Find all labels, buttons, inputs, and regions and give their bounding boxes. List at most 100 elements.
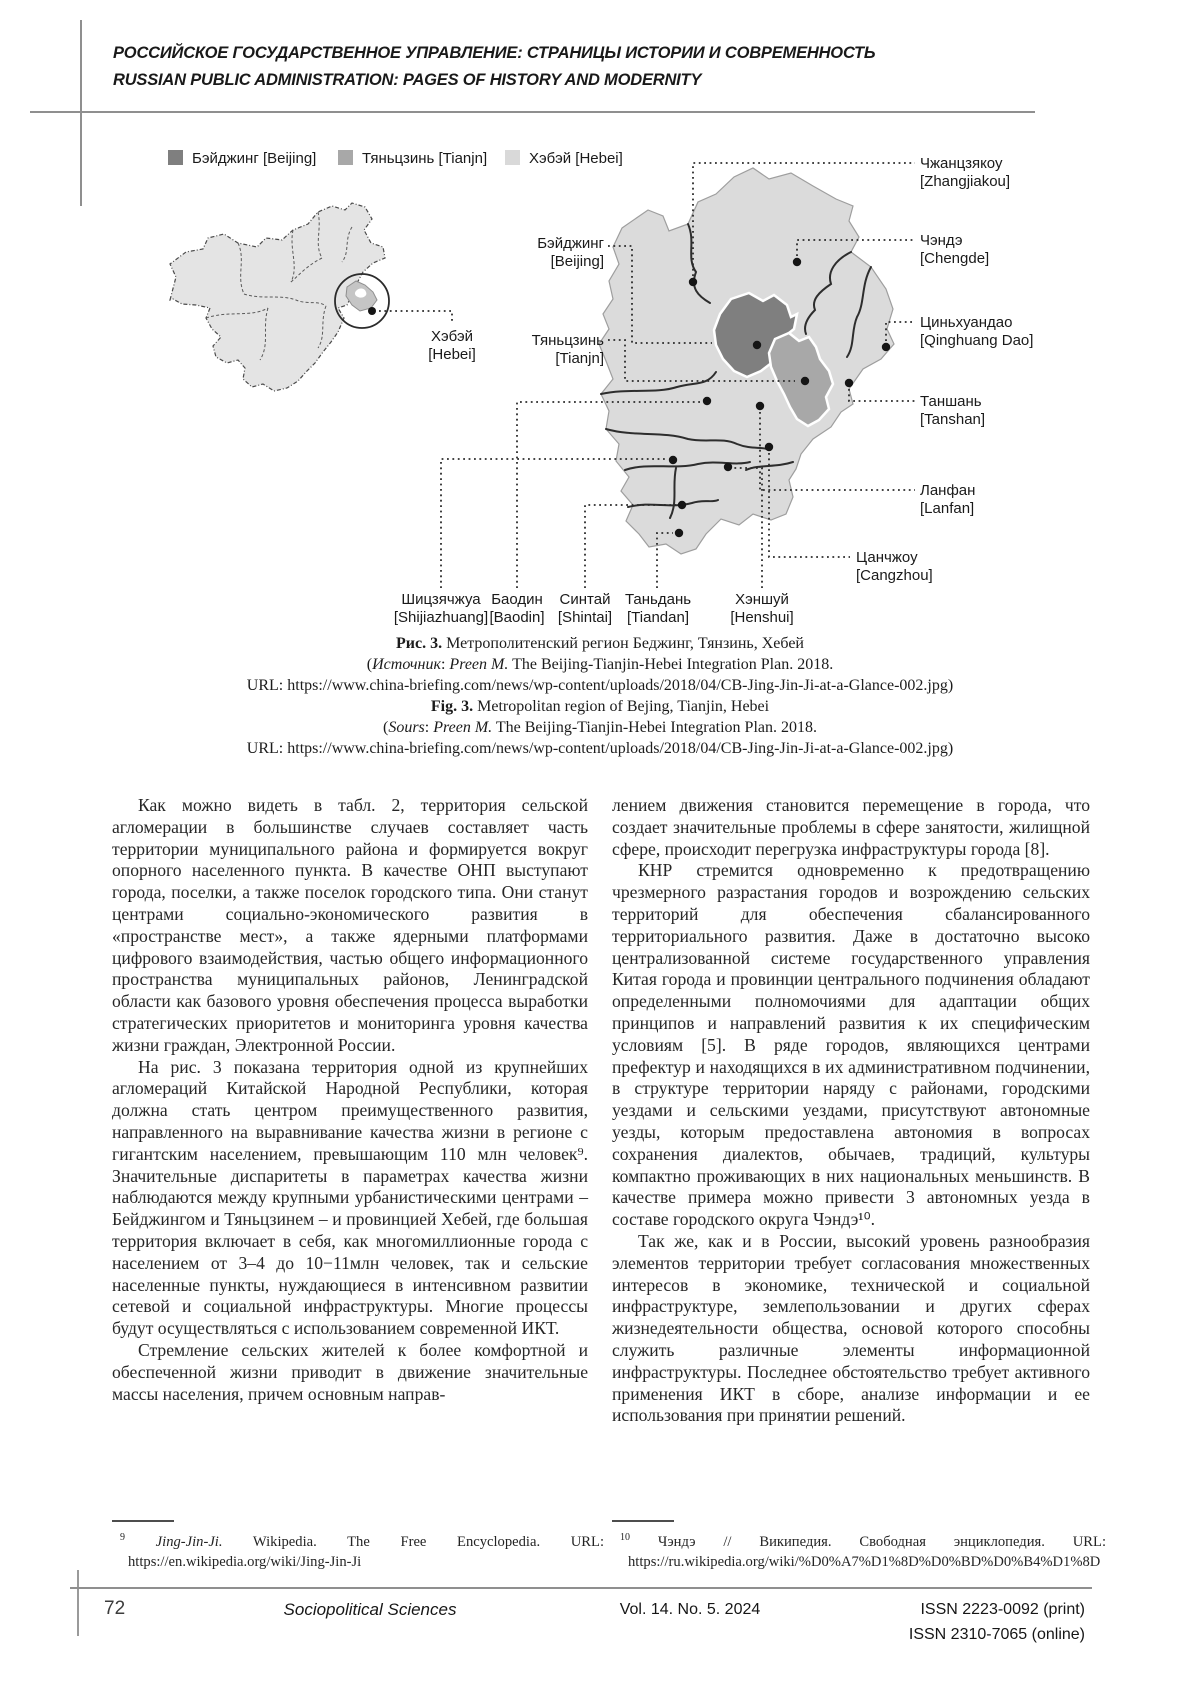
leader-shintai [584, 504, 676, 588]
leader-henshui [734, 467, 763, 588]
label-beijing-2: [Beijing] [551, 253, 604, 270]
label-cangzhou-1: Цанчжоу [856, 549, 918, 566]
label-shijiazhuang-2: [Shijiazhuang] [394, 609, 488, 626]
label-tianjin-2: [Tianjn] [555, 350, 604, 367]
margin-mark-bottom [77, 1570, 79, 1636]
dot-beijing [752, 340, 762, 350]
running-head: РОССИЙСКОЕ ГОСУДАРСТВЕННОЕ УПРАВЛЕНИЕ: С… [113, 40, 1073, 94]
label-baodin-2: [Baodin] [489, 609, 544, 626]
inset-highlight-circle [334, 273, 390, 329]
paragraph-l1: Как можно видеть в табл. 2, территория с… [112, 795, 588, 1055]
body-column-left: Как можно видеть в табл. 2, территория с… [112, 795, 588, 1405]
dot-zhangjiakou [688, 277, 698, 287]
label-cangzhou-2: [Cangzhou] [856, 567, 933, 584]
running-head-en: RUSSIAN PUBLIC ADMINISTRATION: PAGES OF … [113, 71, 702, 89]
hebei-region [598, 167, 895, 555]
label-lanfan-1: Ланфан [920, 482, 975, 499]
prefecture-borders [600, 223, 872, 519]
margin-mark-top [80, 20, 82, 206]
paragraph-l2: На рис. 3 показана территория одной из к… [112, 1056, 588, 1339]
label-tiandan-2: [Tiandan] [627, 609, 689, 626]
china-province-borders [205, 211, 353, 361]
leader-chengde [796, 239, 915, 256]
caption-ru-url: URL: https://www.china-briefing.com/news… [246, 677, 954, 694]
footnote-10-text: Чэндэ // Википедия. Свободная энциклопед… [628, 1533, 1106, 1571]
beijing-region [712, 291, 799, 379]
inset-beijing-patch [354, 288, 367, 298]
jingjinji-map: Бэйджинг [Beijing] Тяньцзинь [Tianjn] Чж… [394, 155, 1034, 626]
leader-tiandan [656, 532, 673, 588]
journal-title: Sociopolitical Sciences [283, 1600, 457, 1619]
leader-beijing [608, 245, 712, 344]
caption-ru-title-text: Метрополитенский регион Беджинг, Тянзинь… [442, 635, 804, 652]
label-shijiazhuang-1: Шицзячжуа [401, 591, 481, 608]
legend-label-beijing: Бэйджинг [Beijing] [192, 150, 316, 167]
footnote-9-lead: Jing-Jin-Ji. [155, 1533, 223, 1550]
legend-swatch-hebei [505, 150, 520, 165]
label-qinghuangdao-2: [Qinghuang Dao] [920, 332, 1033, 349]
paragraph-l3: Стремление сельских жителей к более комф… [112, 1339, 588, 1404]
footnote-9-text: Wikipedia. The Free Encyclopedia. URL: h… [128, 1533, 604, 1571]
paragraph-r1: лением движения становится перемещение в… [612, 795, 1090, 859]
label-beijing-1: Бэйджинг [537, 235, 604, 252]
leader-cangzhou [768, 453, 850, 558]
dot-baodin [702, 396, 712, 406]
header-rule [30, 111, 1035, 113]
figure-caption: Рис. 3. Метрополитенский регион Беджинг,… [100, 633, 1100, 759]
issn-block: ISSN 2223-0092 (print) ISSN 2310-7065 (o… [835, 1597, 1085, 1647]
label-lanfan-2: [Lanfan] [920, 500, 974, 517]
map-legend: Бэйджинг [Beijing] Тяньцзинь [Tianjn] Хэ… [168, 150, 623, 167]
map-figure: Бэйджинг [Beijing] Тяньцзинь [Tianjn] Хэ… [168, 150, 1034, 626]
footnote-9-marker: 9 [120, 1532, 125, 1543]
dot-shijiazhuang [668, 455, 678, 465]
leader-lines [440, 162, 915, 588]
issn-print: ISSN 2223-0092 (print) [920, 1601, 1085, 1618]
dot-qinghuangdao [881, 342, 891, 352]
footnote-separator-right [612, 1520, 674, 1522]
legend-label-tianjin: Тяньцзинь [Tianjn] [362, 150, 487, 167]
caption-ru-source: (Источник: Preen M. The Beijing-Tianjin-… [100, 654, 1100, 675]
inset-region-jingjinji [345, 280, 378, 312]
body-column-right: лением движения становится перемещение в… [612, 795, 1090, 1427]
legend-swatch-tianjin [338, 150, 353, 165]
leader-tanshan [848, 389, 915, 402]
leader-shijiazhuang [440, 458, 667, 588]
label-zhangjiakou-2: [Zhangjiakou] [920, 173, 1010, 190]
running-head-ru: РОССИЙСКОЕ ГОСУДАРСТВЕННОЕ УПРАВЛЕНИЕ: С… [113, 44, 876, 62]
legend-label-hebei: Хэбэй [Hebei] [529, 150, 623, 167]
caption-colon: : [440, 656, 450, 673]
legend-swatch-beijing [168, 150, 183, 165]
tianjin-region [767, 331, 835, 428]
label-chengde-2: [Chengde] [920, 250, 989, 267]
dot-chengde [792, 257, 802, 267]
dot-tianjin [800, 376, 810, 386]
china-inset-map: Хэбэй [Hebei] [169, 202, 476, 392]
caption-ru-title: Рис. 3. Метрополитенский регион Беджинг,… [100, 633, 1100, 654]
inset-leader-line [379, 310, 453, 322]
label-henshui-2: [Henshui] [730, 609, 793, 626]
caption-en-fig-number: Fig. 3. [430, 698, 474, 715]
page-number: 72 [104, 1598, 126, 1619]
label-qinghuangdao-1: Циньхуандао [920, 314, 1012, 331]
caption-source-rest-en: The Beijing-Tianjin-Hebei Integration Pl… [492, 719, 817, 736]
caption-source-rest: The Beijing-Tianjin-Hebei Integration Pl… [508, 656, 834, 673]
caption-en-source-word: Sours [388, 719, 425, 736]
caption-ru-source-word: Источник [372, 656, 441, 673]
caption-paren: ( [366, 656, 373, 673]
footnote-9: 9 Jing-Jin-Ji. Wikipedia. The Free Encyc… [112, 1528, 604, 1573]
caption-author: Preen M. [449, 656, 509, 673]
leader-baodin [516, 401, 701, 588]
label-tanshan-2: [Tanshan] [920, 411, 985, 428]
label-shintai-1: Синтай [560, 591, 611, 608]
caption-author-en: Preen M. [433, 719, 493, 736]
dot-lanfan [755, 401, 765, 411]
volume-info: Vol. 14. No. 5. 2024 [619, 1601, 761, 1618]
paragraph-r2: КНР стремится одновременно к предотвраще… [612, 860, 1090, 1230]
label-henshui-1: Хэншуй [735, 591, 789, 608]
dot-tanshan [844, 378, 854, 388]
paragraph-r3: Так же, как и в России, высокий уровень … [612, 1230, 1090, 1426]
leader-qinghuangdao [885, 321, 915, 341]
footnote-10: 10 Чэндэ // Википедия. Свободная энцикло… [612, 1528, 1106, 1573]
caption-en-url: URL: https://www.china-briefing.com/news… [246, 740, 954, 757]
